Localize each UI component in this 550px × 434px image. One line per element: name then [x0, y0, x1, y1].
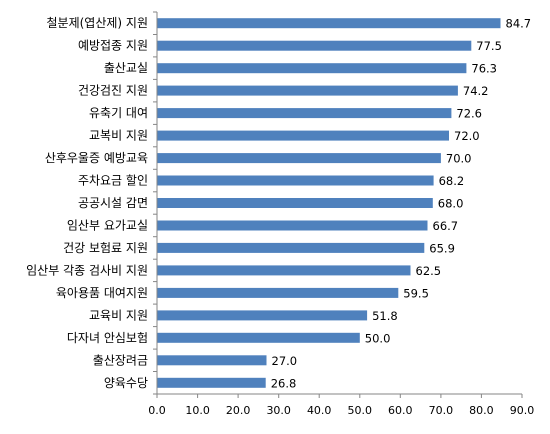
data-label: 70.0	[446, 152, 472, 166]
bar	[157, 63, 467, 74]
bar	[157, 198, 433, 208]
bar	[157, 332, 360, 343]
bar	[157, 153, 441, 164]
bar	[157, 85, 458, 96]
category-label: 건강 보험료 지원	[63, 241, 148, 255]
data-label: 68.2	[439, 174, 465, 188]
data-label: 66.7	[433, 219, 459, 233]
x-tick-label: 50.0	[348, 404, 373, 417]
data-label: 59.5	[403, 286, 429, 300]
data-label: 76.3	[471, 62, 497, 76]
category-label: 건강검진 지원	[78, 84, 148, 98]
category-label: 예방접종 지원	[78, 39, 148, 53]
data-label: 27.0	[272, 354, 298, 368]
data-label: 68.0	[438, 197, 464, 211]
data-label: 26.8	[271, 376, 297, 390]
data-label: 72.0	[454, 129, 480, 143]
x-tick-label: 60.0	[388, 404, 413, 417]
bar	[157, 108, 452, 119]
axes-layer	[153, 11, 523, 398]
bar	[157, 175, 434, 186]
bar	[157, 18, 501, 29]
x-tick-label: 40.0	[307, 404, 332, 417]
x-tick-label: 0.0	[148, 404, 166, 417]
bar	[157, 287, 399, 298]
data-label: 51.8	[372, 309, 398, 323]
category-label: 출산교실	[104, 61, 148, 75]
x-tick-label: 80.0	[469, 404, 494, 417]
bar	[157, 310, 368, 321]
labels-layer: 철분제(엽산제) 지원 84.7 예방접종 지원 77.5 출산교실 76.3 건강검진 지…	[26, 16, 534, 417]
data-label: 65.9	[429, 241, 455, 255]
x-tick-label: 30.0	[266, 404, 291, 417]
bar	[157, 265, 411, 276]
category-label: 다자녀 안심보험	[67, 331, 148, 345]
category-label: 공공시설 감면	[78, 196, 148, 210]
bar	[157, 220, 428, 231]
data-label: 72.6	[456, 107, 482, 121]
bar	[157, 377, 266, 388]
category-label: 임산부 각종 검사비 지원	[26, 263, 148, 277]
category-label: 산후우울증 예방교육	[45, 151, 148, 165]
bar	[157, 242, 425, 253]
bars-layer	[157, 18, 501, 388]
x-tick-label: 10.0	[185, 404, 210, 417]
category-label: 임산부 요가교실	[67, 219, 148, 233]
category-label: 유축기 대여	[89, 106, 148, 120]
bar	[157, 355, 267, 366]
x-tick-label: 70.0	[429, 404, 454, 417]
category-label: 교복비 지원	[89, 129, 148, 143]
data-label: 50.0	[365, 331, 391, 345]
bar	[157, 130, 449, 141]
category-label: 교육비 지원	[89, 308, 148, 322]
x-tick-label: 20.0	[226, 404, 251, 417]
category-label: 출산장려금	[93, 353, 148, 367]
category-label: 양육수당	[104, 376, 148, 390]
data-label: 62.5	[416, 264, 442, 278]
data-label: 77.5	[476, 39, 502, 53]
x-tick-label: 90.0	[510, 404, 535, 417]
category-label: 육아용품 대여지원	[56, 286, 148, 300]
category-label: 주차요금 할인	[78, 174, 148, 188]
data-label: 74.2	[463, 84, 489, 98]
bar	[157, 40, 472, 51]
category-label: 철분제(엽산제) 지원	[47, 16, 149, 30]
data-label: 84.7	[506, 17, 532, 31]
